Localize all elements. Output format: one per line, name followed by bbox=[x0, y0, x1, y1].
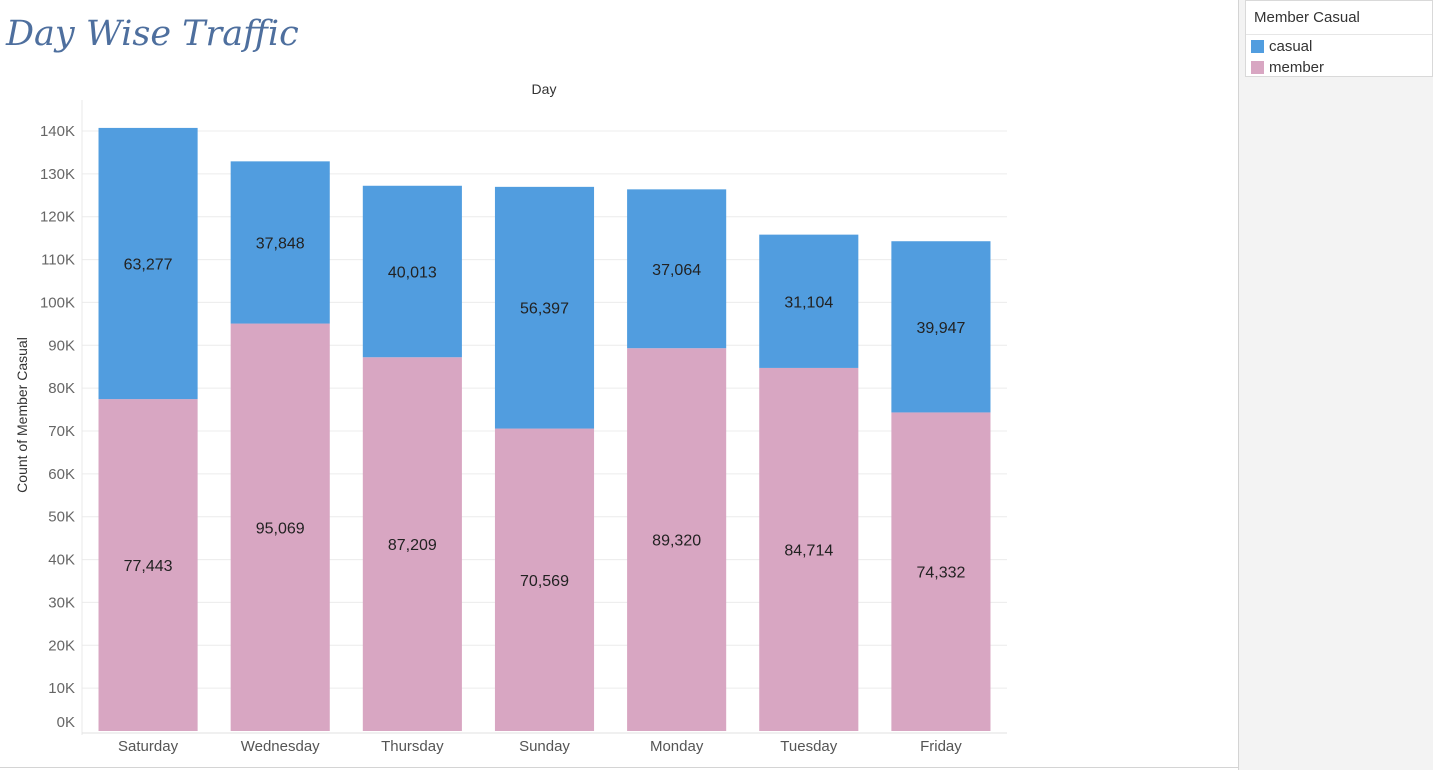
y-tick-label: 80K bbox=[48, 380, 75, 397]
legend-item-member[interactable]: member bbox=[1251, 58, 1324, 76]
bar-casual-monday bbox=[627, 189, 727, 349]
y-axis-title: Count of Member Casual bbox=[14, 337, 30, 493]
column-header-label: Day bbox=[532, 81, 557, 97]
y-tick-label: 90K bbox=[48, 337, 75, 354]
data-label-member-tuesday: 84,714 bbox=[784, 542, 833, 559]
x-tick-label-monday: Monday bbox=[650, 738, 704, 755]
legend-divider bbox=[1246, 34, 1432, 35]
x-tick-label-thursday: Thursday bbox=[381, 738, 444, 755]
y-tick-label: 10K bbox=[48, 680, 75, 697]
bar-casual-saturday bbox=[98, 127, 198, 400]
data-label-casual-thursday: 40,013 bbox=[388, 265, 437, 282]
bar-casual-friday bbox=[891, 241, 991, 413]
y-tick-label: 30K bbox=[48, 594, 75, 611]
legend-swatch-member bbox=[1251, 60, 1264, 74]
stacked-bar-chart: 77,443 63,277 95,069 37,848 87,209 40,013 70,5… bbox=[14, 81, 1007, 755]
x-tick-label-sunday: Sunday bbox=[519, 738, 570, 755]
bar-member-friday bbox=[891, 412, 991, 731]
bar-member-thursday bbox=[362, 357, 462, 731]
data-label-casual-saturday: 63,277 bbox=[124, 257, 173, 274]
side-panel bbox=[1238, 0, 1433, 770]
legend-label-member: member bbox=[1269, 58, 1325, 76]
x-tick-label-friday: Friday bbox=[920, 738, 962, 755]
data-label-member-wednesday: 95,069 bbox=[256, 520, 305, 537]
data-label-casual-friday: 39,947 bbox=[916, 320, 965, 337]
data-label-member-saturday: 77,443 bbox=[124, 558, 173, 575]
bar-member-tuesday bbox=[759, 367, 859, 731]
x-tick-label-saturday: Saturday bbox=[118, 738, 179, 755]
bar-member-monday bbox=[627, 348, 727, 731]
bars bbox=[98, 127, 991, 731]
data-label-member-thursday: 87,209 bbox=[388, 537, 437, 554]
bar-casual-sunday bbox=[494, 186, 595, 429]
y-tick-label: 40K bbox=[48, 552, 75, 569]
bar-member-saturday bbox=[98, 399, 198, 731]
y-tick-label: 0K bbox=[57, 714, 75, 731]
x-tick-label-wednesday: Wednesday bbox=[241, 738, 320, 755]
bar-casual-tuesday bbox=[759, 234, 859, 368]
bar-casual-thursday bbox=[362, 185, 462, 358]
bar-casual-wednesday bbox=[230, 161, 330, 324]
legend-item-casual[interactable]: casual bbox=[1251, 37, 1312, 55]
bar-member-wednesday bbox=[230, 323, 330, 731]
dashboard-title: Day Wise Traffic bbox=[6, 14, 299, 54]
legend-swatch-casual bbox=[1251, 39, 1264, 53]
data-label-casual-wednesday: 37,848 bbox=[256, 235, 305, 252]
y-tick-label: 100K bbox=[40, 294, 75, 311]
y-tick-label: 110K bbox=[41, 252, 75, 269]
data-label-casual-monday: 37,064 bbox=[652, 262, 701, 279]
y-tick-label: 20K bbox=[48, 637, 75, 654]
data-label-casual-tuesday: 31,104 bbox=[784, 294, 833, 311]
y-tick-label: 70K bbox=[48, 423, 75, 440]
x-tick-label-tuesday: Tuesday bbox=[780, 738, 837, 755]
data-labels: 77,443 63,277 95,069 37,848 87,209 40,013 70,5… bbox=[124, 235, 966, 589]
data-label-casual-sunday: 56,397 bbox=[520, 301, 569, 318]
y-tick-label: 140K bbox=[40, 123, 75, 140]
y-tick-label: 60K bbox=[48, 466, 75, 483]
legend-label-casual: casual bbox=[1269, 37, 1313, 55]
legend-title: Member Casual bbox=[1254, 9, 1360, 26]
data-label-member-friday: 74,332 bbox=[916, 565, 965, 582]
bottom-divider bbox=[0, 767, 1238, 768]
y-tick-label: 50K bbox=[48, 509, 75, 526]
x-axis-ticks: Saturday Wednesday Thursday Sunday Monday Tue… bbox=[118, 738, 962, 755]
legend[interactable]: Member Casual casual member bbox=[1245, 0, 1433, 77]
data-label-member-monday: 89,320 bbox=[652, 533, 701, 550]
bar-member-sunday bbox=[494, 428, 595, 731]
y-axis-ticks: 0K 10K 20K 30K 40K 50K 60K 70K 80K 90K 100K 110K 120… bbox=[40, 123, 75, 731]
y-tick-label: 130K bbox=[40, 166, 75, 183]
data-label-member-sunday: 70,569 bbox=[520, 573, 569, 590]
y-tick-label: 120K bbox=[40, 209, 75, 226]
